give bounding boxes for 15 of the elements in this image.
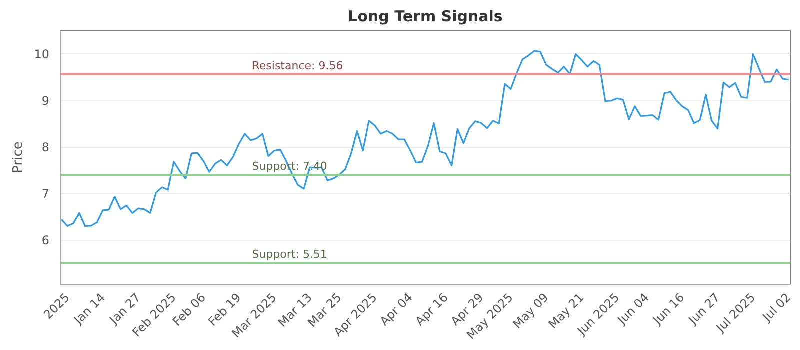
line-series — [60, 50, 790, 228]
y-tick-label: 6 — [42, 234, 50, 248]
ref-line-label: Support: 5.51 — [252, 248, 328, 262]
chart-title: Long Term Signals — [348, 8, 503, 26]
y-tick-label: 8 — [42, 140, 50, 155]
x-tick-label: Apr 16 — [412, 290, 451, 329]
y-tick-label: 9 — [42, 94, 50, 108]
x-tick-label: Jan 14 — [70, 290, 108, 328]
x-tick-label: Jul 02 — [759, 290, 794, 325]
y-tick-label: 10 — [34, 47, 50, 62]
y-axis-title: Price — [11, 142, 26, 174]
x-tick-label: Jun 16 — [650, 290, 688, 328]
y-tick-label: 7 — [42, 187, 50, 202]
x-tick-label: Apr 04 — [377, 290, 416, 329]
ref-line-label: Resistance: 9.56 — [252, 59, 344, 72]
